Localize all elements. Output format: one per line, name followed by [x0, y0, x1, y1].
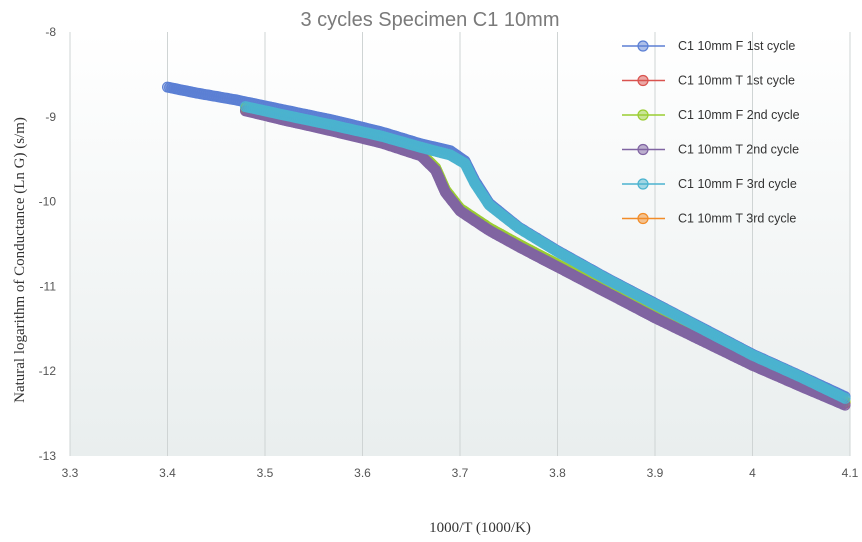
legend-marker [637, 74, 649, 87]
legend-item: C1 10mm T 1st cycle [622, 74, 795, 88]
y-tick-label: -11 [40, 279, 57, 293]
legend-label: C1 10mm T 2nd cycle [678, 143, 799, 157]
x-tick-label: 3.5 [257, 466, 274, 480]
series-5 [240, 101, 851, 404]
x-tick-label: 3.6 [354, 466, 371, 480]
legend-marker [637, 109, 649, 121]
legend-item: C1 10mm T 3rd cycle [622, 212, 796, 226]
legend-item: C1 10mm F 2nd cycle [622, 108, 800, 122]
x-tick-label: 3.4 [159, 466, 176, 480]
x-tick-label: 4 [749, 466, 756, 480]
y-axis-title: Natural logarithm of Conductance (Ln G) … [12, 117, 28, 403]
chart-title: 3 cycles Specimen C1 10mm [301, 9, 560, 31]
legend-marker [637, 178, 649, 190]
legend-item: C1 10mm T 2nd cycle [622, 143, 799, 157]
x-tick-label: 3.7 [452, 466, 469, 480]
legend-label: C1 10mm T 1st cycle [678, 74, 795, 88]
y-tick-label: -9 [45, 110, 56, 124]
data-point [839, 392, 851, 404]
x-axis: 3.3 3.4 3.5 3.6 3.7 3.8 3.9 4 4.1 [62, 466, 859, 480]
legend-marker [637, 40, 649, 52]
legend-label: C1 10mm F 1st cycle [678, 39, 795, 53]
x-tick-label: 3.8 [549, 466, 566, 480]
legend-label: C1 10mm F 3rd cycle [678, 177, 797, 191]
legend-marker [637, 143, 649, 156]
y-tick-label: -8 [45, 25, 56, 39]
legend: C1 10mm F 1st cycle C1 10mm T 1st cycle C1… [622, 39, 800, 226]
legend-item: C1 10mm F 3rd cycle [622, 177, 797, 191]
y-tick-label: -13 [39, 449, 57, 463]
legend-item: C1 10mm F 1st cycle [622, 39, 795, 53]
legend-marker [637, 212, 649, 225]
legend-label: C1 10mm F 2nd cycle [678, 108, 800, 122]
y-tick-label: -10 [39, 195, 57, 209]
x-tick-label: 4.1 [842, 466, 859, 480]
legend-label: C1 10mm T 3rd cycle [678, 212, 796, 226]
x-tick-label: 3.3 [62, 466, 79, 480]
y-axis: -8 -9 -10 -11 -12 -13 [39, 25, 57, 463]
series-layer [162, 81, 851, 411]
x-axis-title: 1000/T (1000/K) [429, 520, 531, 536]
x-tick-label: 3.9 [647, 466, 664, 480]
y-tick-label: -12 [39, 364, 57, 378]
